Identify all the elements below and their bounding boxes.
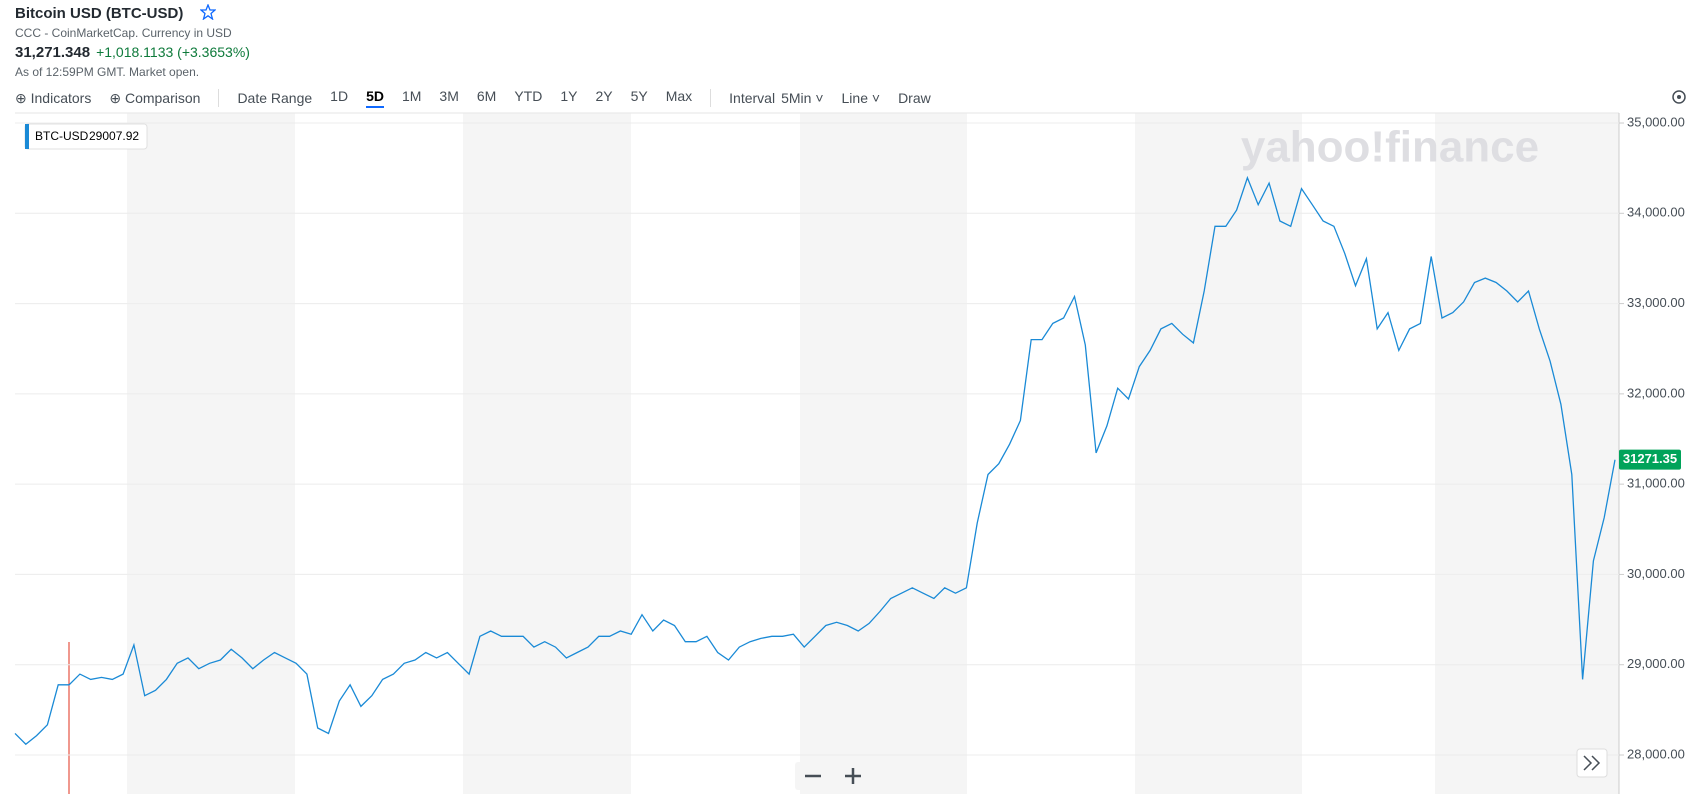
range-button[interactable]: 1D xyxy=(330,88,349,104)
y-tick-label: 35,000.00 xyxy=(1627,114,1685,129)
settings-icon[interactable] xyxy=(1672,90,1686,104)
chart-type-label: Line xyxy=(841,90,868,106)
last-price-badge xyxy=(1619,449,1681,470)
last-price-label: 31271.35 xyxy=(1623,451,1677,466)
title: Bitcoin USD (BTC-USD) xyxy=(15,5,184,22)
interval-button[interactable]: Interval 5Min ˅ xyxy=(729,90,824,106)
y-tick-label: 29,000.00 xyxy=(1627,656,1685,671)
range-buttons: 1D 5D 1M 3M 6M YTD 1Y 2Y 5Y Max xyxy=(330,88,710,108)
comparison-button[interactable]: ⊕ Comparison xyxy=(109,89,201,106)
price-line xyxy=(14,175,1616,746)
range-button[interactable]: 6M xyxy=(476,88,497,104)
separator xyxy=(710,89,712,107)
indicators-label: Indicators xyxy=(30,89,92,106)
interval-label: Interval xyxy=(729,90,776,106)
y-tick-label: 33,000.00 xyxy=(1627,295,1685,310)
title-row: Bitcoin USD (BTC-USD) xyxy=(15,3,250,23)
date-range-button[interactable]: Date Range xyxy=(237,90,313,106)
zoom-controls xyxy=(795,748,1608,790)
y-tick-label: 30,000.00 xyxy=(1627,566,1685,581)
comparison-label: Comparison xyxy=(124,89,201,106)
zoom-in[interactable] xyxy=(845,768,861,784)
range-button[interactable]: 5D xyxy=(366,88,384,108)
y-tick-label: 32,000.00 xyxy=(1627,385,1685,400)
range-button[interactable]: YTD xyxy=(514,88,543,104)
y-tick-label: 34,000.00 xyxy=(1627,205,1685,220)
y-tick-label: 31,000.00 xyxy=(1627,476,1685,491)
tooltip-value: 29007.92 xyxy=(89,129,139,143)
range-button[interactable]: 5Y xyxy=(630,88,648,104)
quote-header: Bitcoin USD (BTC-USD) CCC - CoinMarketCa… xyxy=(15,3,250,79)
subtitle: CCC - CoinMarketCap. Currency in USD xyxy=(15,26,232,40)
zoom-bar xyxy=(795,762,871,790)
indicators-button[interactable]: ⊕ Indicators xyxy=(15,89,92,106)
session-shading xyxy=(127,113,1619,794)
separator xyxy=(218,89,220,107)
tooltip: BTC-USD 29007.92 xyxy=(24,123,148,150)
chart-type-button[interactable]: Line ˅ xyxy=(841,90,881,106)
as-of: As of 12:59PM GMT. Market open. xyxy=(15,65,200,79)
interval-value: 5Min xyxy=(781,90,812,106)
tooltip-swatch xyxy=(25,124,29,149)
range-button[interactable]: Max xyxy=(665,88,693,104)
scroll-end-button[interactable] xyxy=(1576,748,1608,778)
toolbar: ⊕ Indicators ⊕ Comparison Date Range 1D 5… xyxy=(15,88,949,108)
watch-star[interactable] xyxy=(199,3,217,21)
range-button[interactable]: 3M xyxy=(439,88,459,104)
range-button[interactable]: 2Y xyxy=(595,88,613,104)
scroll-end-icon xyxy=(1583,755,1601,771)
tooltip-series: BTC-USD xyxy=(35,129,89,143)
draw-button[interactable]: Draw xyxy=(898,90,931,106)
change: +1,018.1133 (+3.3653%) xyxy=(96,44,250,60)
range-button[interactable]: 1M xyxy=(401,88,422,104)
watermark: yahoo!finance xyxy=(1241,123,1539,172)
price-row: 31,271.348 +1,018.1133 (+3.3653%) xyxy=(15,44,250,62)
price: 31,271.348 xyxy=(15,44,91,61)
y-tick-label: 28,000.00 xyxy=(1627,746,1685,761)
tooltip-box xyxy=(24,123,148,150)
range-button[interactable]: 1Y xyxy=(560,88,578,104)
grid xyxy=(15,122,1619,756)
